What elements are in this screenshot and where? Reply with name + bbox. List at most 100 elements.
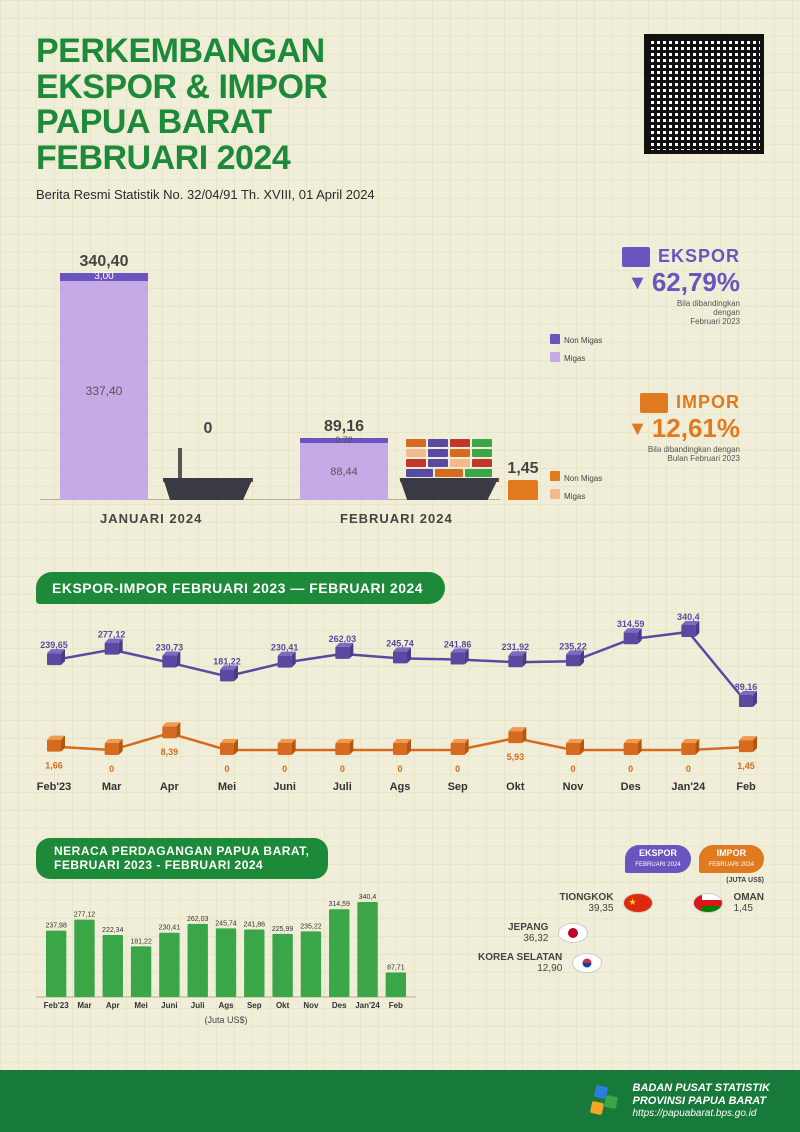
svg-text:237,98: 237,98 (45, 922, 67, 929)
svg-text:235,22: 235,22 (300, 923, 322, 930)
title-block: PERKEMBANGAN EKSPOR & IMPOR PAPUA BARAT … (36, 34, 375, 202)
svg-text:245,74: 245,74 (215, 920, 237, 927)
title-line: FEBRUARI 2024 (36, 141, 375, 177)
arrow-down-icon: ▼ (628, 272, 648, 294)
svg-text:Jan'24: Jan'24 (671, 781, 706, 793)
svg-text:239,65: 239,65 (40, 640, 68, 650)
svg-text:(Juta US$): (Juta US$) (204, 1015, 247, 1025)
svg-text:1,66: 1,66 (45, 761, 63, 771)
impor-legend: Non Migas Migas (550, 468, 740, 504)
svg-text:Juli: Juli (333, 781, 352, 793)
impor-percent: 12,61% (652, 413, 740, 443)
svg-text:231,92: 231,92 (502, 642, 530, 652)
flag-om-icon (693, 893, 723, 913)
bar-feb-ekspor: 89,16 0,72 88,44 (300, 438, 388, 500)
svg-text:0: 0 (397, 764, 402, 774)
svg-text:230,41: 230,41 (159, 924, 181, 931)
svg-text:230,41: 230,41 (271, 643, 299, 653)
svg-text:Mar: Mar (102, 781, 122, 793)
month-label: FEBRUARI 2024 (340, 511, 453, 526)
line-chart: 239,65 277,12 230,73 181,22 230,41 262,03 245,… (36, 622, 764, 792)
svg-text:8,39: 8,39 (161, 747, 179, 757)
svg-text:0: 0 (282, 764, 287, 774)
svg-text:181,22: 181,22 (130, 938, 152, 945)
balance-section: NERACA PERDAGANGAN PAPUA BARAT, FEBRUARI… (36, 838, 416, 1027)
month-label: JANUARI 2024 (100, 511, 202, 526)
bar-jan-ekspor: 340,40 3,00 337,40 (60, 273, 148, 500)
svg-text:222,34: 222,34 (102, 927, 124, 934)
svg-text:Des: Des (621, 781, 641, 793)
ekspor-badge: EKSPOR FEBRUARI 2024 (625, 845, 690, 873)
country-row: TIONGKOK 39,35 ★ OMAN 1,45 (464, 892, 764, 914)
impor-stat: IMPOR ▼ 12,61% Bila dibandingkan dengan … (550, 392, 740, 504)
caption: Februari 2023 (550, 318, 740, 327)
svg-text:Feb'23: Feb'23 (37, 781, 71, 793)
svg-text:181,22: 181,22 (213, 656, 241, 666)
svg-text:314,59: 314,59 (617, 619, 645, 629)
ekspor-percent: 62,79% (652, 267, 740, 297)
balance-title: NERACA PERDAGANGAN PAPUA BARAT, FEBRUARI… (36, 838, 328, 879)
svg-text:0: 0 (340, 764, 345, 774)
svg-text:1,45: 1,45 (737, 761, 755, 771)
svg-text:Mei: Mei (218, 781, 236, 793)
svg-text:277,12: 277,12 (98, 630, 126, 640)
svg-text:Juli: Juli (191, 1001, 205, 1010)
header: PERKEMBANGAN EKSPOR & IMPOR PAPUA BARAT … (36, 34, 764, 202)
bps-logo-icon (589, 1086, 619, 1116)
svg-text:Apr: Apr (106, 1001, 120, 1010)
svg-text:Jan'24: Jan'24 (355, 1001, 380, 1010)
svg-text:0: 0 (455, 764, 460, 774)
svg-text:5,93: 5,93 (507, 752, 525, 762)
footer: BADAN PUSAT STATISTIK PROVINSI PAPUA BAR… (0, 1070, 800, 1132)
impor-label: IMPOR (676, 392, 740, 413)
section-title: EKSPOR-IMPOR FEBRUARI 2023 — FEBRUARI 20… (36, 572, 445, 604)
country-row: JEPANG 36,32 (508, 922, 764, 944)
svg-text:245,74: 245,74 (386, 638, 414, 648)
unit-label: (JUTA US$) (464, 877, 764, 884)
svg-text:277,12: 277,12 (74, 911, 96, 918)
ship-icon (394, 440, 504, 500)
svg-text:Mei: Mei (134, 1001, 147, 1010)
qr-code (644, 34, 764, 154)
svg-text:Apr: Apr (160, 781, 180, 793)
ship-icon (158, 440, 258, 500)
svg-text:230,73: 230,73 (156, 643, 184, 653)
ekspor-legend: Non Migas Migas (550, 330, 740, 366)
main-bar-chart: 340,40 3,00 337,40 0 JANUARI 2024 89,16 … (40, 240, 500, 540)
svg-text:225,99: 225,99 (272, 926, 294, 933)
svg-text:Mar: Mar (77, 1001, 91, 1010)
svg-text:Okt: Okt (506, 781, 525, 793)
subtitle: Berita Resmi Statistik No. 32/04/91 Th. … (36, 187, 375, 202)
svg-text:235,22: 235,22 (559, 641, 587, 651)
ekspor-cube-icon (622, 247, 650, 267)
title-line: PERKEMBANGAN (36, 34, 375, 70)
impor-cube-icon (640, 393, 668, 413)
svg-text:Feb'23: Feb'23 (44, 1001, 70, 1010)
svg-text:Feb: Feb (736, 781, 756, 793)
svg-text:89,16: 89,16 (735, 682, 758, 692)
svg-text:Sep: Sep (247, 1001, 262, 1010)
svg-text:Des: Des (332, 1001, 347, 1010)
svg-text:262,03: 262,03 (329, 634, 357, 644)
svg-text:0: 0 (570, 764, 575, 774)
arrow-down-icon: ▼ (628, 418, 648, 440)
svg-text:0: 0 (686, 764, 691, 774)
title-line: EKSPOR & IMPOR (36, 70, 375, 106)
ekspor-stat: EKSPOR ▼ 62,79% Bila dibandingkan dengan… (550, 246, 740, 366)
footer-text: BADAN PUSAT STATISTIK PROVINSI PAPUA BAR… (633, 1082, 771, 1120)
ekspor-label: EKSPOR (658, 246, 740, 267)
svg-text:Juni: Juni (161, 1001, 177, 1010)
flag-jp-icon (558, 923, 588, 943)
svg-text:241,86: 241,86 (444, 639, 472, 649)
bar-feb-impor: 1,45 (508, 480, 538, 500)
svg-text:Sep: Sep (448, 781, 468, 793)
svg-text:Ags: Ags (218, 1001, 234, 1010)
caption: Bila dibandingkan (550, 300, 740, 309)
svg-text:Nov: Nov (563, 781, 585, 793)
svg-text:Feb: Feb (389, 1001, 403, 1010)
svg-text:87,71: 87,71 (387, 964, 405, 971)
svg-text:340,4: 340,4 (677, 612, 700, 622)
svg-text:Okt: Okt (276, 1001, 290, 1010)
title-line: PAPUA BARAT (36, 105, 375, 141)
svg-text:0: 0 (109, 764, 114, 774)
